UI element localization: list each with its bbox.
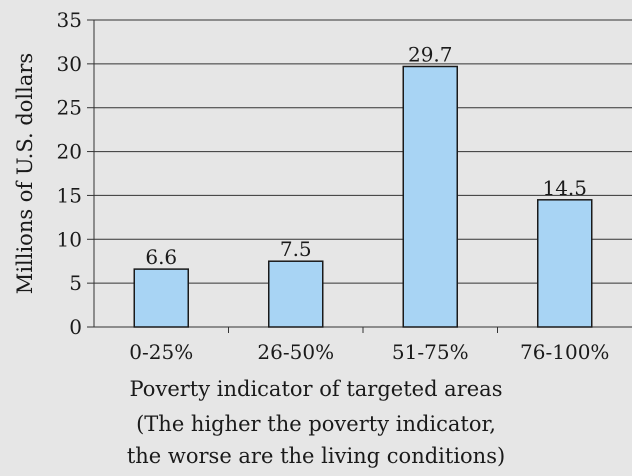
- y-tick-label-1: 5: [69, 271, 82, 295]
- data-label-0: 6.6: [145, 245, 177, 269]
- bar-1: [268, 260, 324, 328]
- data-label-3: 14.5: [542, 176, 587, 200]
- x-tick-label-1: 26-50%: [257, 340, 334, 364]
- x-tick-label-0: 0-25%: [129, 340, 193, 364]
- y-tick-label-2: 10: [57, 227, 82, 251]
- y-axis-title: Millions of U.S. dollars: [13, 53, 37, 294]
- data-label-2: 29.7: [408, 42, 453, 66]
- y-tick-label-6: 30: [57, 52, 82, 76]
- x-tick-label-2: 51-75%: [392, 340, 469, 364]
- y-tick-label-4: 20: [57, 140, 82, 164]
- data-label-1: 7.5: [280, 237, 312, 261]
- bar-3: [537, 199, 593, 328]
- bar-2: [402, 65, 458, 328]
- x-axis-title-line-2: (The higher the poverty indicator,: [136, 412, 496, 436]
- y-tick-label-3: 15: [57, 183, 82, 207]
- y-tick-label-5: 25: [57, 96, 82, 120]
- bar-0: [133, 268, 189, 328]
- x-axis-title-line-1: Poverty indicator of targeted areas: [129, 377, 503, 401]
- x-tick-label-3: 76-100%: [520, 340, 609, 364]
- x-axis-title-line-3: the worse are the living conditions): [126, 444, 506, 468]
- y-tick-label-0: 0: [69, 315, 82, 339]
- y-tick-label-7: 35: [57, 8, 82, 32]
